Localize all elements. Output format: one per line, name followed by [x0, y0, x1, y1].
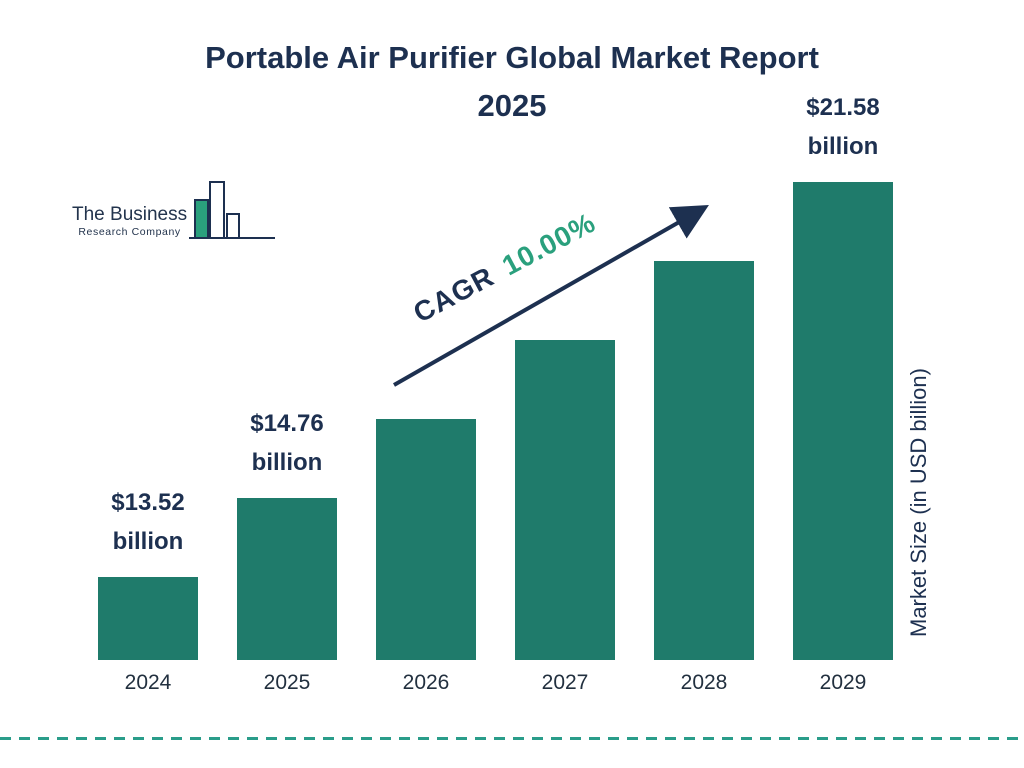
logo-bar-chart-icon — [189, 181, 276, 239]
logo-name: The Business — [72, 204, 188, 225]
bar-value-label-line: billion — [251, 448, 323, 476]
bar-column: $21.58 billion 2029 — [793, 89, 893, 706]
cagr-arrow — [393, 205, 709, 387]
year-label: 2027 — [541, 671, 589, 694]
year-label: 2024 — [124, 671, 172, 694]
y-axis-label: Market Size (in USD billion) — [906, 368, 931, 638]
bar — [237, 498, 337, 660]
bar-value-label-line: $21.58 — [806, 94, 880, 122]
logo-subname: Research Company — [78, 226, 181, 238]
year-label: 2028 — [680, 671, 728, 694]
title-line-2: 2025 — [477, 88, 547, 124]
bar-column: 2028 — [654, 261, 754, 706]
bar-column: $14.76 billion 2025 — [237, 405, 337, 706]
bottom-dashed-divider — [0, 737, 1024, 740]
bar-value-label: $21.58 billion — [806, 89, 879, 166]
bar-chart: $13.52 billion 2024 $14.76 billion 2025 2026 20… — [98, 86, 893, 706]
bar — [515, 340, 615, 660]
title-line-1: Portable Air Purifier Global Market Repo… — [205, 40, 819, 75]
bar-column: 2027 — [515, 340, 615, 706]
year-label: 2025 — [263, 671, 311, 694]
page-title: Portable Air Purifier Global Market Repo… — [0, 34, 1024, 130]
bar-value-label: $13.52 billion — [111, 484, 184, 561]
year-label: 2026 — [402, 671, 450, 694]
bar — [376, 419, 476, 660]
bar — [98, 577, 198, 660]
logo-text: The Business Research Company — [72, 204, 187, 238]
bar — [654, 261, 754, 660]
bar-column: $13.52 billion 2024 — [98, 484, 198, 706]
bar — [793, 182, 893, 660]
bar-value-label-line: $14.76 — [250, 410, 324, 438]
bar-value-label-line: $13.52 — [111, 489, 185, 517]
year-label: 2029 — [819, 671, 867, 694]
bar-value-label-line: billion — [807, 132, 879, 160]
bar-value-label: $14.76 billion — [250, 405, 323, 482]
logo: The Business Research Company — [72, 178, 277, 244]
bar-column: 2026 — [376, 419, 476, 706]
bar-value-label-line: billion — [112, 527, 184, 555]
